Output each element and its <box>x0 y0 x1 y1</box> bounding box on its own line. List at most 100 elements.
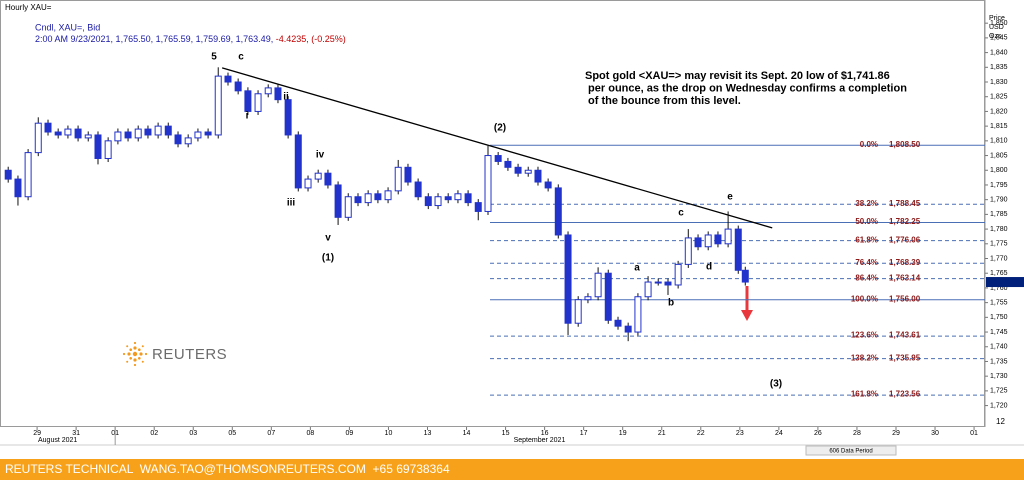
data-period: 606 Data Period <box>829 449 872 455</box>
y-tick-label: 1,770 <box>990 255 1008 262</box>
candle-body <box>724 228 732 245</box>
fib-label: 138.2% <box>851 353 878 362</box>
wave-label: (3) <box>770 379 782 390</box>
y-tick-label: 1,850 <box>990 20 1008 27</box>
y-tick-label: 1,745 <box>990 329 1008 336</box>
fib-label: 50.0% <box>855 217 878 226</box>
fib-value: 1,776.06 <box>889 235 921 244</box>
candle-body <box>184 137 192 145</box>
y-tick-label: 1,805 <box>990 152 1008 159</box>
candle-body <box>574 299 582 324</box>
y-axis-title: Price <box>989 15 1005 22</box>
quote: 2:00 AM 9/23/2021, 1,765.50, 1,765.59, 1… <box>35 34 346 44</box>
y-tick-label: 1,825 <box>990 94 1008 101</box>
subtitle: Cndl, XAU=, Bid <box>35 22 100 32</box>
candle-body <box>594 272 602 298</box>
candle-body <box>134 128 142 139</box>
x-tick-label: 29 <box>33 430 41 437</box>
x-tick-label: 17 <box>580 430 588 437</box>
candle-body <box>194 131 202 139</box>
candle-body <box>104 140 112 159</box>
candle-body <box>94 134 102 159</box>
candle-body <box>374 193 382 201</box>
x-tick-label: 21 <box>658 430 666 437</box>
y-tick-label: 1,775 <box>990 241 1008 248</box>
x-tick-label: 30 <box>931 430 939 437</box>
candle-body <box>244 90 252 112</box>
x-tick-label: 10 <box>385 430 393 437</box>
chart-title: Hourly XAU= <box>5 3 52 12</box>
candle-body <box>174 134 182 145</box>
candle-body <box>24 152 32 198</box>
candle-body <box>554 187 562 236</box>
candle-body <box>14 178 22 198</box>
candle-body <box>44 122 52 133</box>
y-tick-label: 1,800 <box>990 167 1008 174</box>
candle-body <box>284 99 292 136</box>
candle-body <box>664 281 672 286</box>
candle-body <box>704 234 712 248</box>
candle-body <box>354 196 362 204</box>
x-tick-label: 22 <box>697 430 705 437</box>
x-tick-label: 16 <box>541 430 549 437</box>
fib-value: 1,782.25 <box>889 217 921 226</box>
candle-body <box>394 166 402 192</box>
fib-label: 123.6% <box>851 331 878 340</box>
quote-change: -4.4235, (-0.25%) <box>276 34 346 44</box>
candle-body <box>454 193 462 201</box>
candle-body <box>694 237 702 248</box>
fib-value: 1,723.56 <box>889 390 921 399</box>
x-tick-label: 09 <box>346 430 354 437</box>
candle-body <box>444 196 452 201</box>
wave-label: e <box>727 192 733 203</box>
x-tick-label: 23 <box>736 430 744 437</box>
candle-body <box>274 87 282 101</box>
candle-body <box>614 319 622 327</box>
reuters-logo: REUTERS <box>114 332 227 374</box>
y-tick-label: 1,795 <box>990 182 1008 189</box>
candle-body <box>34 122 42 154</box>
candle-body <box>254 93 262 112</box>
note-line: per ounce, as the drop on Wednesday conf… <box>585 82 907 94</box>
candle-body <box>654 281 662 284</box>
y-axis-title: USD <box>989 24 1004 31</box>
candle-body <box>544 181 552 189</box>
y-tick-label: 1,780 <box>990 226 1008 233</box>
candle-body <box>64 128 72 136</box>
candle-body <box>524 169 532 174</box>
x-tick-label: 19 <box>619 430 627 437</box>
x-tick-label: 29 <box>892 430 900 437</box>
y-tick-label: 1,760 <box>990 285 1008 292</box>
y-tick-label: 1,750 <box>990 314 1008 321</box>
candle-body <box>264 87 272 95</box>
x-tick-label: 02 <box>150 430 158 437</box>
fib-label: 76.4% <box>855 258 878 267</box>
y-tick-label: 1,765 <box>990 270 1008 277</box>
logo-box <box>114 332 222 374</box>
candle-body <box>584 296 592 301</box>
x-tick-label: 28 <box>853 430 861 437</box>
fib-value: 1,788.45 <box>889 199 921 208</box>
fib-label: 100.0% <box>851 294 878 303</box>
y-tick-label: 1,785 <box>990 211 1008 218</box>
wave-label: iv <box>316 150 325 161</box>
y-tick-label: 1,720 <box>990 402 1008 409</box>
wave-label: iii <box>287 198 296 209</box>
candle-body <box>424 196 432 207</box>
candle-body <box>384 190 392 201</box>
x-tick-label: 05 <box>228 430 236 437</box>
candle-body <box>234 81 242 92</box>
fib-value: 1,808.50 <box>889 140 921 149</box>
fib-label: 61.8% <box>855 235 878 244</box>
candle-body <box>504 160 512 168</box>
wave-label: ii <box>283 92 289 103</box>
fib-label: 0.0% <box>860 140 878 149</box>
y-axis-title: Ozs <box>989 33 1002 40</box>
y-tick-label: 1,790 <box>990 197 1008 204</box>
candle-body <box>214 75 222 136</box>
x-tick-label: 03 <box>189 430 197 437</box>
last-price-marker <box>986 277 1024 288</box>
fib-label: 161.8% <box>851 390 878 399</box>
